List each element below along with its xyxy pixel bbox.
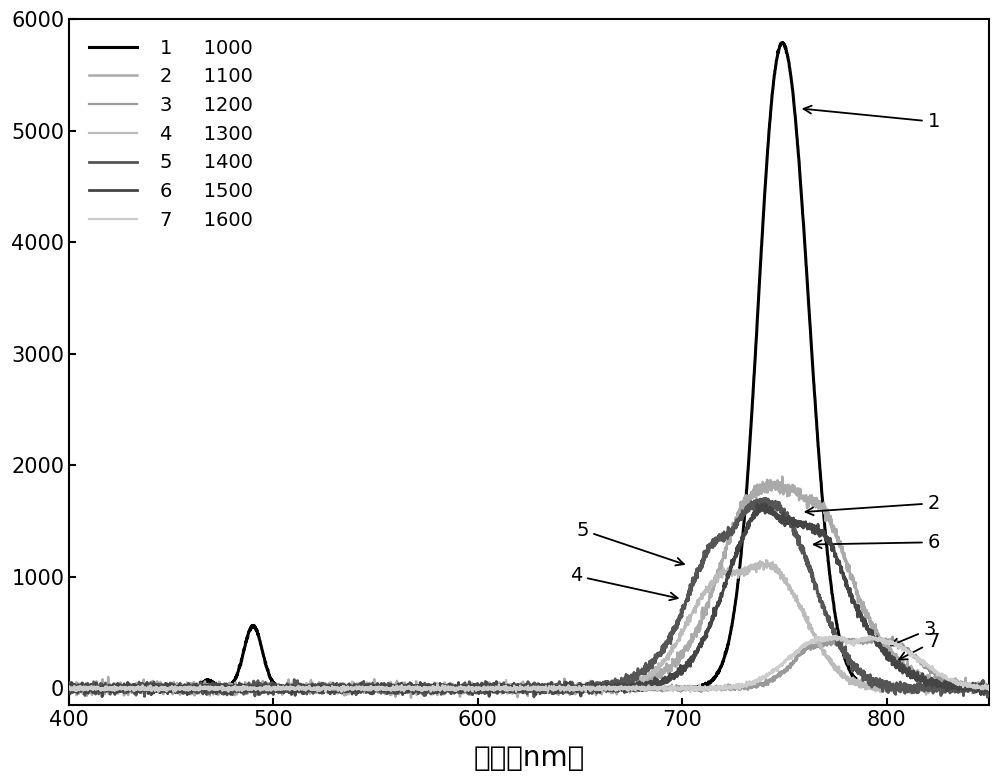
Text: 7: 7	[899, 632, 940, 659]
Text: 6: 6	[814, 532, 940, 552]
Text: 4: 4	[570, 566, 678, 601]
Text: 3: 3	[891, 620, 936, 646]
Text: 2: 2	[806, 494, 940, 515]
Text: 1: 1	[804, 106, 940, 132]
X-axis label: 波长（nm）: 波长（nm）	[473, 744, 585, 772]
Text: 5: 5	[576, 521, 684, 565]
Legend: 1     1000, 2     1100, 3     1200, 4     1300, 5     1400, 6     1500, 7     16: 1 1000, 2 1100, 3 1200, 4 1300, 5 1400, …	[81, 31, 261, 238]
